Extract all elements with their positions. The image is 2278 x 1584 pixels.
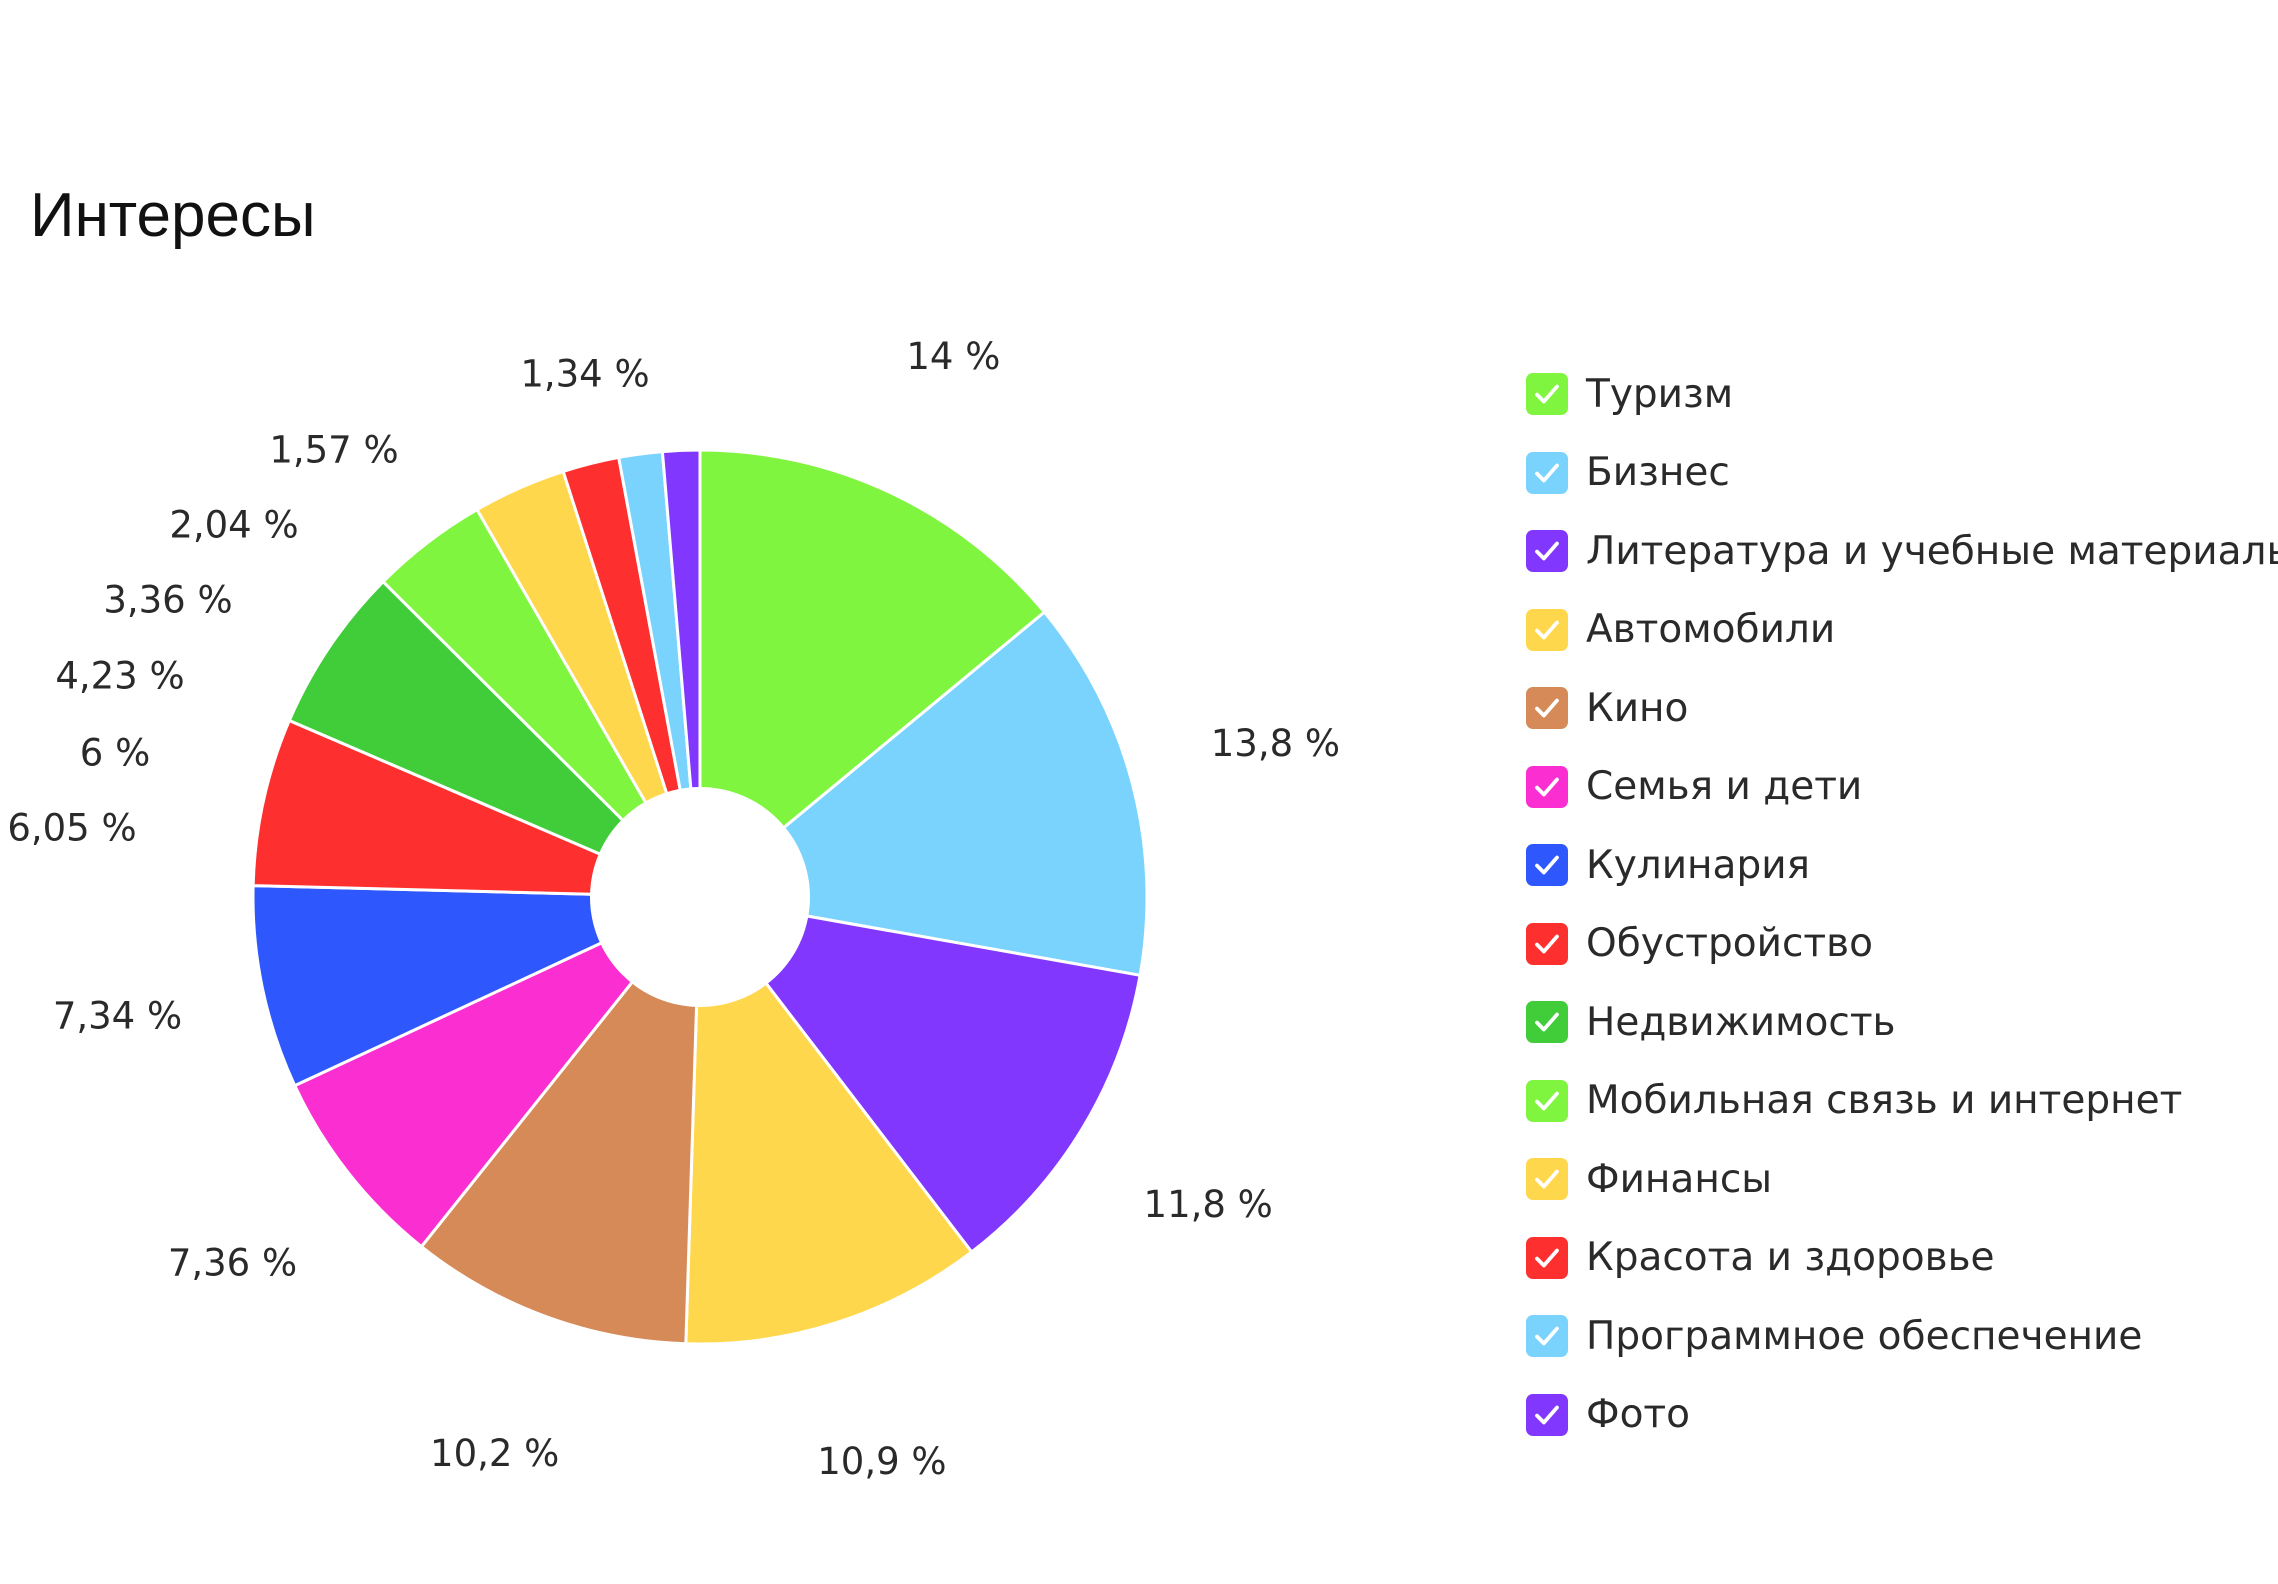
legend-item[interactable]: Обустройство: [1526, 905, 2266, 984]
pie-slice[interactable]: [419, 892, 702, 1346]
legend-item[interactable]: Семья и дети: [1526, 748, 2266, 827]
pie-slice[interactable]: [292, 895, 702, 1249]
legend-checkbox[interactable]: [1526, 1001, 1568, 1044]
legend-item[interactable]: Фото: [1526, 1376, 2266, 1455]
check-icon: [1535, 1091, 1559, 1111]
legend-item[interactable]: Кулинария: [1526, 826, 2266, 905]
legend-item[interactable]: Туризм: [1526, 355, 2266, 434]
legend-label: Семья и дети: [1586, 764, 1863, 810]
legend-item[interactable]: Красота и здоровье: [1526, 1219, 2266, 1298]
legend-checkbox[interactable]: [1526, 765, 1568, 808]
slice-value-label: 11,8 %: [1144, 1183, 1273, 1226]
pie-slice[interactable]: [684, 892, 974, 1346]
legend-item[interactable]: Кино: [1526, 669, 2266, 748]
legend-item[interactable]: Мобильная связь и интернет: [1526, 1062, 2266, 1141]
check-icon: [1535, 1169, 1559, 1189]
legend-label: Кулинария: [1586, 842, 1811, 888]
legend-label: Финансы: [1586, 1156, 1773, 1202]
slice-value-label: 7,34 %: [53, 995, 182, 1038]
check-icon: [1535, 698, 1559, 718]
slice-value-label: 7,36 %: [168, 1242, 297, 1285]
legend-label: Обустройство: [1586, 921, 1873, 967]
slice-value-label: 2,04 %: [169, 504, 298, 547]
legend-checkbox[interactable]: [1526, 1393, 1568, 1436]
check-icon: [1535, 541, 1559, 561]
legend-label: Фото: [1586, 1392, 1691, 1438]
pie-slice[interactable]: [696, 894, 1142, 1255]
check-icon: [1535, 1248, 1559, 1268]
check-icon: [1535, 855, 1559, 875]
legend-label: Кино: [1586, 685, 1689, 731]
check-icon: [1535, 934, 1559, 954]
slice-value-label: 6,05 %: [7, 807, 136, 850]
legend-label: Красота и здоровье: [1586, 1235, 1995, 1281]
check-icon: [1535, 777, 1559, 797]
legend-checkbox[interactable]: [1526, 1315, 1568, 1358]
legend-label: Литература и учебные материалы: [1586, 528, 2278, 574]
legend: Туризм Бизнес Литература и учебные материа…: [1526, 355, 2278, 1455]
legend-label: Туризм: [1586, 371, 1734, 417]
check-icon: [1535, 463, 1559, 483]
check-icon: [1535, 1326, 1559, 1346]
legend-checkbox[interactable]: [1526, 1158, 1568, 1201]
legend-checkbox[interactable]: [1526, 1079, 1568, 1122]
legend-item[interactable]: Финансы: [1526, 1140, 2266, 1219]
slice-value-label: 4,23 %: [55, 655, 184, 698]
legend-item[interactable]: Недвижимость: [1526, 983, 2266, 1062]
chart-title: Интересы: [30, 181, 316, 250]
legend-item[interactable]: Автомобили: [1526, 591, 2266, 670]
legend-checkbox[interactable]: [1526, 373, 1568, 416]
check-icon: [1535, 384, 1559, 404]
pie-slice[interactable]: [251, 884, 701, 1088]
legend-label: Программное обеспечение: [1586, 1313, 2143, 1359]
pie-slice[interactable]: [698, 448, 1047, 901]
check-icon: [1535, 620, 1559, 640]
pie-slice[interactable]: [696, 609, 1149, 978]
pie-slice[interactable]: [251, 718, 701, 899]
slice-value-label: 1,57 %: [269, 429, 398, 472]
legend-checkbox[interactable]: [1526, 451, 1568, 494]
pie-chart: 14 % 13,8 % 11,8 % 10,9 % 10,2 % 7,36 % 7,34 %…: [7, 335, 1340, 1483]
slice-value-label: 13,8 %: [1211, 722, 1340, 765]
legend-checkbox[interactable]: [1526, 608, 1568, 651]
pie-slice[interactable]: [287, 579, 702, 899]
legend-checkbox[interactable]: [1526, 687, 1568, 730]
pie-slices: [251, 448, 1149, 1346]
slice-value-label: 1,34 %: [520, 353, 649, 396]
slice-value-label: 3,36 %: [103, 579, 232, 622]
slice-value-label: 6 %: [80, 732, 150, 775]
slice-value-label: 10,9 %: [817, 1440, 946, 1483]
slice-value-label: 10,2 %: [430, 1432, 559, 1475]
check-icon: [1535, 1405, 1559, 1425]
legend-label: Недвижимость: [1586, 999, 1896, 1045]
legend-item[interactable]: Программное обеспечение: [1526, 1297, 2266, 1376]
pie-value-labels: 14 % 13,8 % 11,8 % 10,9 % 10,2 % 7,36 % 7,34 %…: [7, 335, 1340, 1483]
legend-item[interactable]: Литература и учебные материалы: [1526, 512, 2278, 591]
legend-checkbox[interactable]: [1526, 1236, 1568, 1279]
legend-label: Бизнес: [1586, 450, 1730, 496]
legend-checkbox[interactable]: [1526, 530, 1568, 573]
legend-label: Мобильная связь и интернет: [1586, 1078, 2183, 1124]
slice-value-label: 14 %: [906, 335, 1000, 378]
legend-label: Автомобили: [1586, 607, 1836, 653]
check-icon: [1535, 1012, 1559, 1032]
donut-hole: [590, 787, 810, 1007]
legend-checkbox[interactable]: [1526, 844, 1568, 887]
pie-slice[interactable]: [660, 448, 702, 898]
legend-item[interactable]: Бизнес: [1526, 434, 2266, 513]
legend-checkbox[interactable]: [1526, 922, 1568, 965]
